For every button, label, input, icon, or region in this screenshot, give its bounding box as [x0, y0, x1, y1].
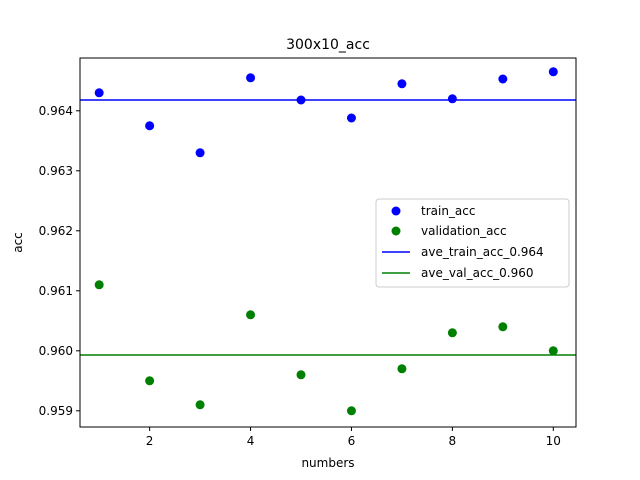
y-axis-label: acc [11, 232, 25, 253]
data-point-validation_acc-7 [397, 364, 407, 374]
y-tick-label: 0.964 [39, 104, 73, 118]
data-point-validation_acc-8 [447, 328, 457, 338]
y-tick-label: 0.961 [39, 284, 73, 298]
y-axis-ticks: 0.959 0.960 0.961 0.962 0.963 0.964 [39, 104, 80, 418]
data-point-train_acc-8 [447, 94, 457, 104]
data-point-train_acc-1 [94, 88, 104, 98]
data-point-validation_acc-2 [145, 376, 155, 386]
chart-title: 300x10_acc [286, 37, 370, 53]
legend-label-validation_acc: validation_acc [421, 224, 507, 238]
data-point-train_acc-9 [498, 74, 508, 84]
data-point-validation_acc-9 [498, 322, 508, 332]
legend-label-train_acc: train_acc [421, 204, 475, 218]
y-tick-label: 0.962 [39, 224, 73, 238]
legend-marker-train_acc [391, 206, 401, 216]
data-point-train_acc-5 [296, 95, 306, 105]
y-tick-label: 0.963 [39, 164, 73, 178]
data-point-train_acc-7 [397, 79, 407, 89]
legend-label-ave_val_acc_0.960: ave_val_acc_0.960 [421, 266, 534, 280]
data-point-validation_acc-3 [195, 400, 205, 410]
chart-marks [80, 67, 576, 416]
legend: train_acc validation_acc ave_train_acc_0.9… [375, 198, 570, 288]
data-point-train_acc-2 [145, 121, 155, 131]
x-axis-label: numbers [301, 456, 354, 470]
x-tick-label: 8 [449, 434, 457, 448]
data-point-validation_acc-5 [296, 370, 306, 380]
y-tick-label: 0.959 [39, 404, 73, 418]
data-point-train_acc-6 [346, 113, 356, 123]
x-tick-label: 10 [546, 434, 561, 448]
data-point-train_acc-4 [246, 73, 256, 83]
x-tick-label: 6 [348, 434, 356, 448]
x-tick-label: 2 [146, 434, 154, 448]
data-point-validation_acc-10 [548, 346, 558, 356]
x-axis-ticks: 2 4 6 8 10 [146, 427, 561, 448]
data-point-validation_acc-1 [94, 280, 104, 290]
legend-box [375, 198, 570, 288]
legend-label-ave_train_acc_0.964: ave_train_acc_0.964 [421, 245, 544, 259]
data-point-train_acc-10 [548, 67, 558, 77]
plot-area-frame [79, 57, 577, 428]
data-point-train_acc-3 [195, 148, 205, 158]
legend-marker-validation_acc [391, 226, 401, 236]
y-tick-label: 0.960 [39, 344, 73, 358]
data-point-validation_acc-6 [346, 406, 356, 416]
x-tick-label: 4 [247, 434, 255, 448]
data-point-validation_acc-4 [246, 310, 256, 320]
